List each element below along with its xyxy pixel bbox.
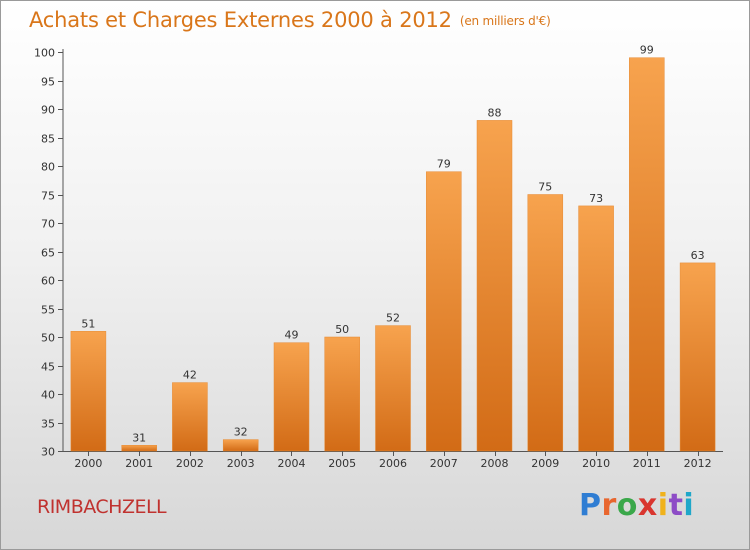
x-tick-label: 2006 xyxy=(379,457,407,470)
y-tick-label: 95 xyxy=(41,76,55,89)
brand-logo-letter: i xyxy=(657,488,669,523)
y-tick-label: 40 xyxy=(41,389,55,402)
bar-value-label: 32 xyxy=(234,426,248,439)
bar-2001 xyxy=(121,445,157,452)
y-tick-label: 70 xyxy=(41,218,55,231)
bar-2000 xyxy=(70,331,107,452)
bar-value-label: 99 xyxy=(640,44,654,57)
x-tick-label: 2011 xyxy=(633,457,661,470)
y-tick-label: 60 xyxy=(41,275,55,288)
bar-value-label: 73 xyxy=(589,192,603,205)
y-tick-label: 50 xyxy=(41,332,55,345)
y-tick-label: 45 xyxy=(41,361,55,374)
bar-2005 xyxy=(324,336,360,452)
bar-value-label: 75 xyxy=(538,181,552,194)
brand-logo-letter: x xyxy=(637,488,658,523)
bar-2012 xyxy=(679,262,716,452)
bar-2007 xyxy=(426,171,462,452)
bar-value-label: 51 xyxy=(81,317,95,330)
x-tick-label: 2001 xyxy=(125,457,153,470)
y-tick-label: 85 xyxy=(41,133,55,146)
bar-2008 xyxy=(476,120,513,452)
bar-value-label: 49 xyxy=(285,329,299,342)
bar-value-label: 50 xyxy=(335,323,349,336)
location-name: RIMBACHZELL xyxy=(37,496,167,518)
bar-2010 xyxy=(578,205,614,452)
brand-logo-letter: P xyxy=(579,488,602,523)
bar-value-label: 31 xyxy=(132,431,146,444)
bar-value-label: 63 xyxy=(691,249,705,262)
bar-value-label: 52 xyxy=(386,312,400,325)
x-tick-label: 2008 xyxy=(481,457,509,470)
brand-logo-letter: t xyxy=(668,488,684,523)
x-tick-label: 2007 xyxy=(430,457,458,470)
brand-logo-letter: i xyxy=(683,488,695,523)
bar-2006 xyxy=(375,325,411,452)
x-tick-label: 2000 xyxy=(74,457,102,470)
x-tick-label: 2012 xyxy=(684,457,712,470)
y-tick-label: 90 xyxy=(41,104,55,117)
chart-subtitle: (en milliers d'€) xyxy=(459,14,551,28)
y-tick-label: 75 xyxy=(41,190,55,203)
x-tick-label: 2009 xyxy=(531,457,559,470)
x-tick-label: 2003 xyxy=(227,457,255,470)
bar-2011 xyxy=(629,57,665,452)
bar-value-label: 88 xyxy=(488,106,502,119)
x-tick-label: 2010 xyxy=(582,457,610,470)
x-tick-label: 2002 xyxy=(176,457,204,470)
chart-title: Achats et Charges Externes 2000 à 2012 (e… xyxy=(29,8,551,32)
x-tick-label: 2004 xyxy=(278,457,306,470)
chart-title-text: Achats et Charges Externes 2000 à 2012 xyxy=(29,8,452,32)
bar-value-label: 79 xyxy=(437,158,451,171)
y-tick-label: 30 xyxy=(41,446,55,459)
bar-2009 xyxy=(527,194,564,452)
brand-logo-letter: o xyxy=(616,488,638,523)
y-tick-label: 65 xyxy=(41,247,55,260)
y-tick-label: 35 xyxy=(41,418,55,431)
bar-2002 xyxy=(172,382,208,452)
x-tick-label: 2005 xyxy=(328,457,356,470)
bar-value-label: 42 xyxy=(183,369,197,382)
brand-logo: Proxiti xyxy=(579,488,694,523)
brand-logo-letter: r xyxy=(601,488,617,523)
y-tick-label: 80 xyxy=(41,161,55,174)
bar-2003 xyxy=(222,439,259,452)
bar-2004 xyxy=(273,342,310,452)
y-tick-label: 55 xyxy=(41,304,55,317)
y-tick-label: 100 xyxy=(34,47,55,60)
